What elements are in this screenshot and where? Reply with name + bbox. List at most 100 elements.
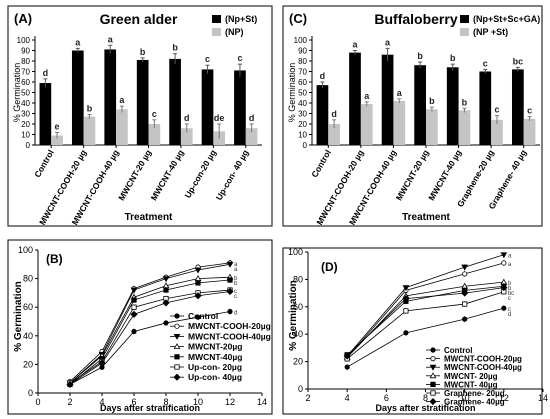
panelD-y-axis-label: % Germination <box>288 280 299 351</box>
panelC-y-tick-label: 70 <box>298 68 307 77</box>
panelA-y-axis-label: % Germination <box>12 63 22 123</box>
panelA-y-tick-label: 10 <box>21 131 30 140</box>
panelC-y-tick-label: 40 <box>298 99 307 108</box>
panelD-legend-label: MWCNT-COOH-20µg <box>444 355 522 364</box>
panelD-end-letter: d <box>508 312 511 318</box>
panelD-legend-label: MWCNT- 20µg <box>444 372 498 381</box>
panelB-legend-label: MWCNT-COOH-20µg <box>188 321 271 331</box>
panelD-legend-label: Graphene- 40µg <box>444 398 505 407</box>
panelA-y-tick-label: 90 <box>21 47 30 56</box>
panelC-significance-letter: b <box>450 53 456 63</box>
panelA-y-tick-label: 30 <box>21 110 30 119</box>
panelB-data-point <box>131 304 137 310</box>
panelA-significance-letter: de <box>214 113 225 123</box>
panelB-series-line <box>69 263 231 384</box>
panelA-y-tick-label: 40 <box>21 99 30 108</box>
panelC-bar-series1 <box>511 69 524 145</box>
panelB-legend-marker <box>173 343 181 350</box>
panelB-legend-label: MWCNT-COOH-40µg <box>188 331 271 341</box>
panelA-bar-series2 <box>83 116 96 145</box>
panelD-x-axis-label: Days after stratification <box>375 403 475 413</box>
panelB-legend-marker <box>174 313 180 319</box>
panelC-y-tick-label: 0 <box>303 141 308 150</box>
panelA-legend-swatch <box>212 28 221 36</box>
panelC-legend-label: (NP +St) <box>473 27 508 37</box>
panelA-category-label: Control <box>32 148 56 179</box>
panelA-bar-series1 <box>104 49 117 146</box>
panelC-significance-letter: b <box>429 96 435 106</box>
panelA-y-tick-label: 60 <box>21 78 30 87</box>
panelD-y-tick-label: 20 <box>293 357 303 367</box>
panelB-x-tick-label: 2 <box>67 397 72 407</box>
panelB-x-tick-label: 6 <box>131 397 136 407</box>
panelD-data-point <box>402 285 410 292</box>
panelC-bar-series2 <box>491 119 503 145</box>
panelA-y-tick-label: 20 <box>21 120 30 129</box>
panelC-significance-letter: a <box>397 88 403 98</box>
panelD-data-point <box>501 305 507 311</box>
panelB-data-point <box>130 287 138 294</box>
panelB-y-tick-label: 80 <box>23 274 33 284</box>
panelB-end-letter: a <box>234 267 238 273</box>
panelD-frame <box>282 247 543 415</box>
panelC-y-tick-label: 90 <box>298 47 307 56</box>
panelD-legend-label: Control <box>444 346 472 355</box>
panelA-category-label: Up-con- 40 µg <box>214 148 251 202</box>
panelA-bar-series2 <box>245 128 258 145</box>
panelA-y-tick-label: 0 <box>26 141 31 150</box>
panelC-significance-letter: d <box>331 109 337 119</box>
panelA-significance-letter: d <box>43 68 49 78</box>
panelB-series-line <box>69 262 231 382</box>
panelC-frame <box>282 5 543 227</box>
panelD-series <box>343 251 508 360</box>
panelD-legend-label: MWCNT-COOH-40µg <box>444 363 522 372</box>
panelD-legend-marker <box>430 381 436 388</box>
panelB-legend-marker <box>173 333 181 340</box>
panelA-bar-series1 <box>201 69 214 145</box>
panelB-data-point <box>226 261 234 268</box>
panelB-end-letter: d <box>234 310 237 316</box>
panelB-end-letter: c <box>234 289 237 295</box>
panelC-significance-letter: a <box>385 37 391 47</box>
panelB-legend-marker <box>174 364 180 370</box>
panelD-end-letter: bc <box>508 291 514 297</box>
panelB-legend-marker <box>174 323 180 329</box>
panelC-title: Buffaloberry <box>374 11 457 27</box>
panelD-series-line <box>346 307 504 368</box>
panelA-y-tick-label: 100 <box>17 36 31 45</box>
panelA-y-tick-label: 50 <box>21 89 30 98</box>
panelB-x-tick-label: 10 <box>193 397 203 407</box>
panelD-y-tick-label: 100 <box>288 247 303 257</box>
panelA-significance-letter: a <box>75 37 81 47</box>
panelA-x-axis-label: Treatment <box>125 212 173 223</box>
panelB-data-point <box>98 359 106 367</box>
panelA-significance-letter: d <box>249 113 255 123</box>
panelC-bar-series1 <box>446 67 459 145</box>
panelA-significance-letter: b <box>140 47 146 57</box>
panelD-series-line <box>346 287 504 357</box>
panelB-x-tick-label: 8 <box>163 397 168 407</box>
panelD-legend-marker <box>429 398 437 406</box>
panelB-end-letter: b <box>234 281 238 287</box>
panelA-significance-letter: a <box>108 34 114 44</box>
panelC-y-tick-label: 80 <box>298 57 307 66</box>
panelB-data-point <box>131 328 137 335</box>
panelC-category-label: Control <box>309 148 333 179</box>
panelD-end-letter: a <box>508 262 512 268</box>
panelD-x-tick-label: 2 <box>305 393 310 403</box>
panelB-data-point <box>226 287 234 296</box>
panelD-data-point <box>461 264 469 271</box>
panelC-significance-letter: c <box>483 58 488 68</box>
panelD-y-tick-label: 0 <box>298 384 303 394</box>
panelB-legend-label: MWCNT-20µg <box>188 342 242 352</box>
panelB-legend-marker <box>173 373 181 381</box>
panelC-bar-series2 <box>360 104 373 145</box>
panelB-data-point <box>227 308 233 315</box>
panelB-data-point <box>195 280 201 286</box>
panelD-x-tick-label: 4 <box>345 393 350 403</box>
panelA-significance-letter: c <box>205 54 210 64</box>
panelC-y-tick-label: 60 <box>298 78 307 87</box>
panelD-x-tick-label: 14 <box>538 393 548 403</box>
panelB-x-tick-label: 14 <box>257 397 267 407</box>
